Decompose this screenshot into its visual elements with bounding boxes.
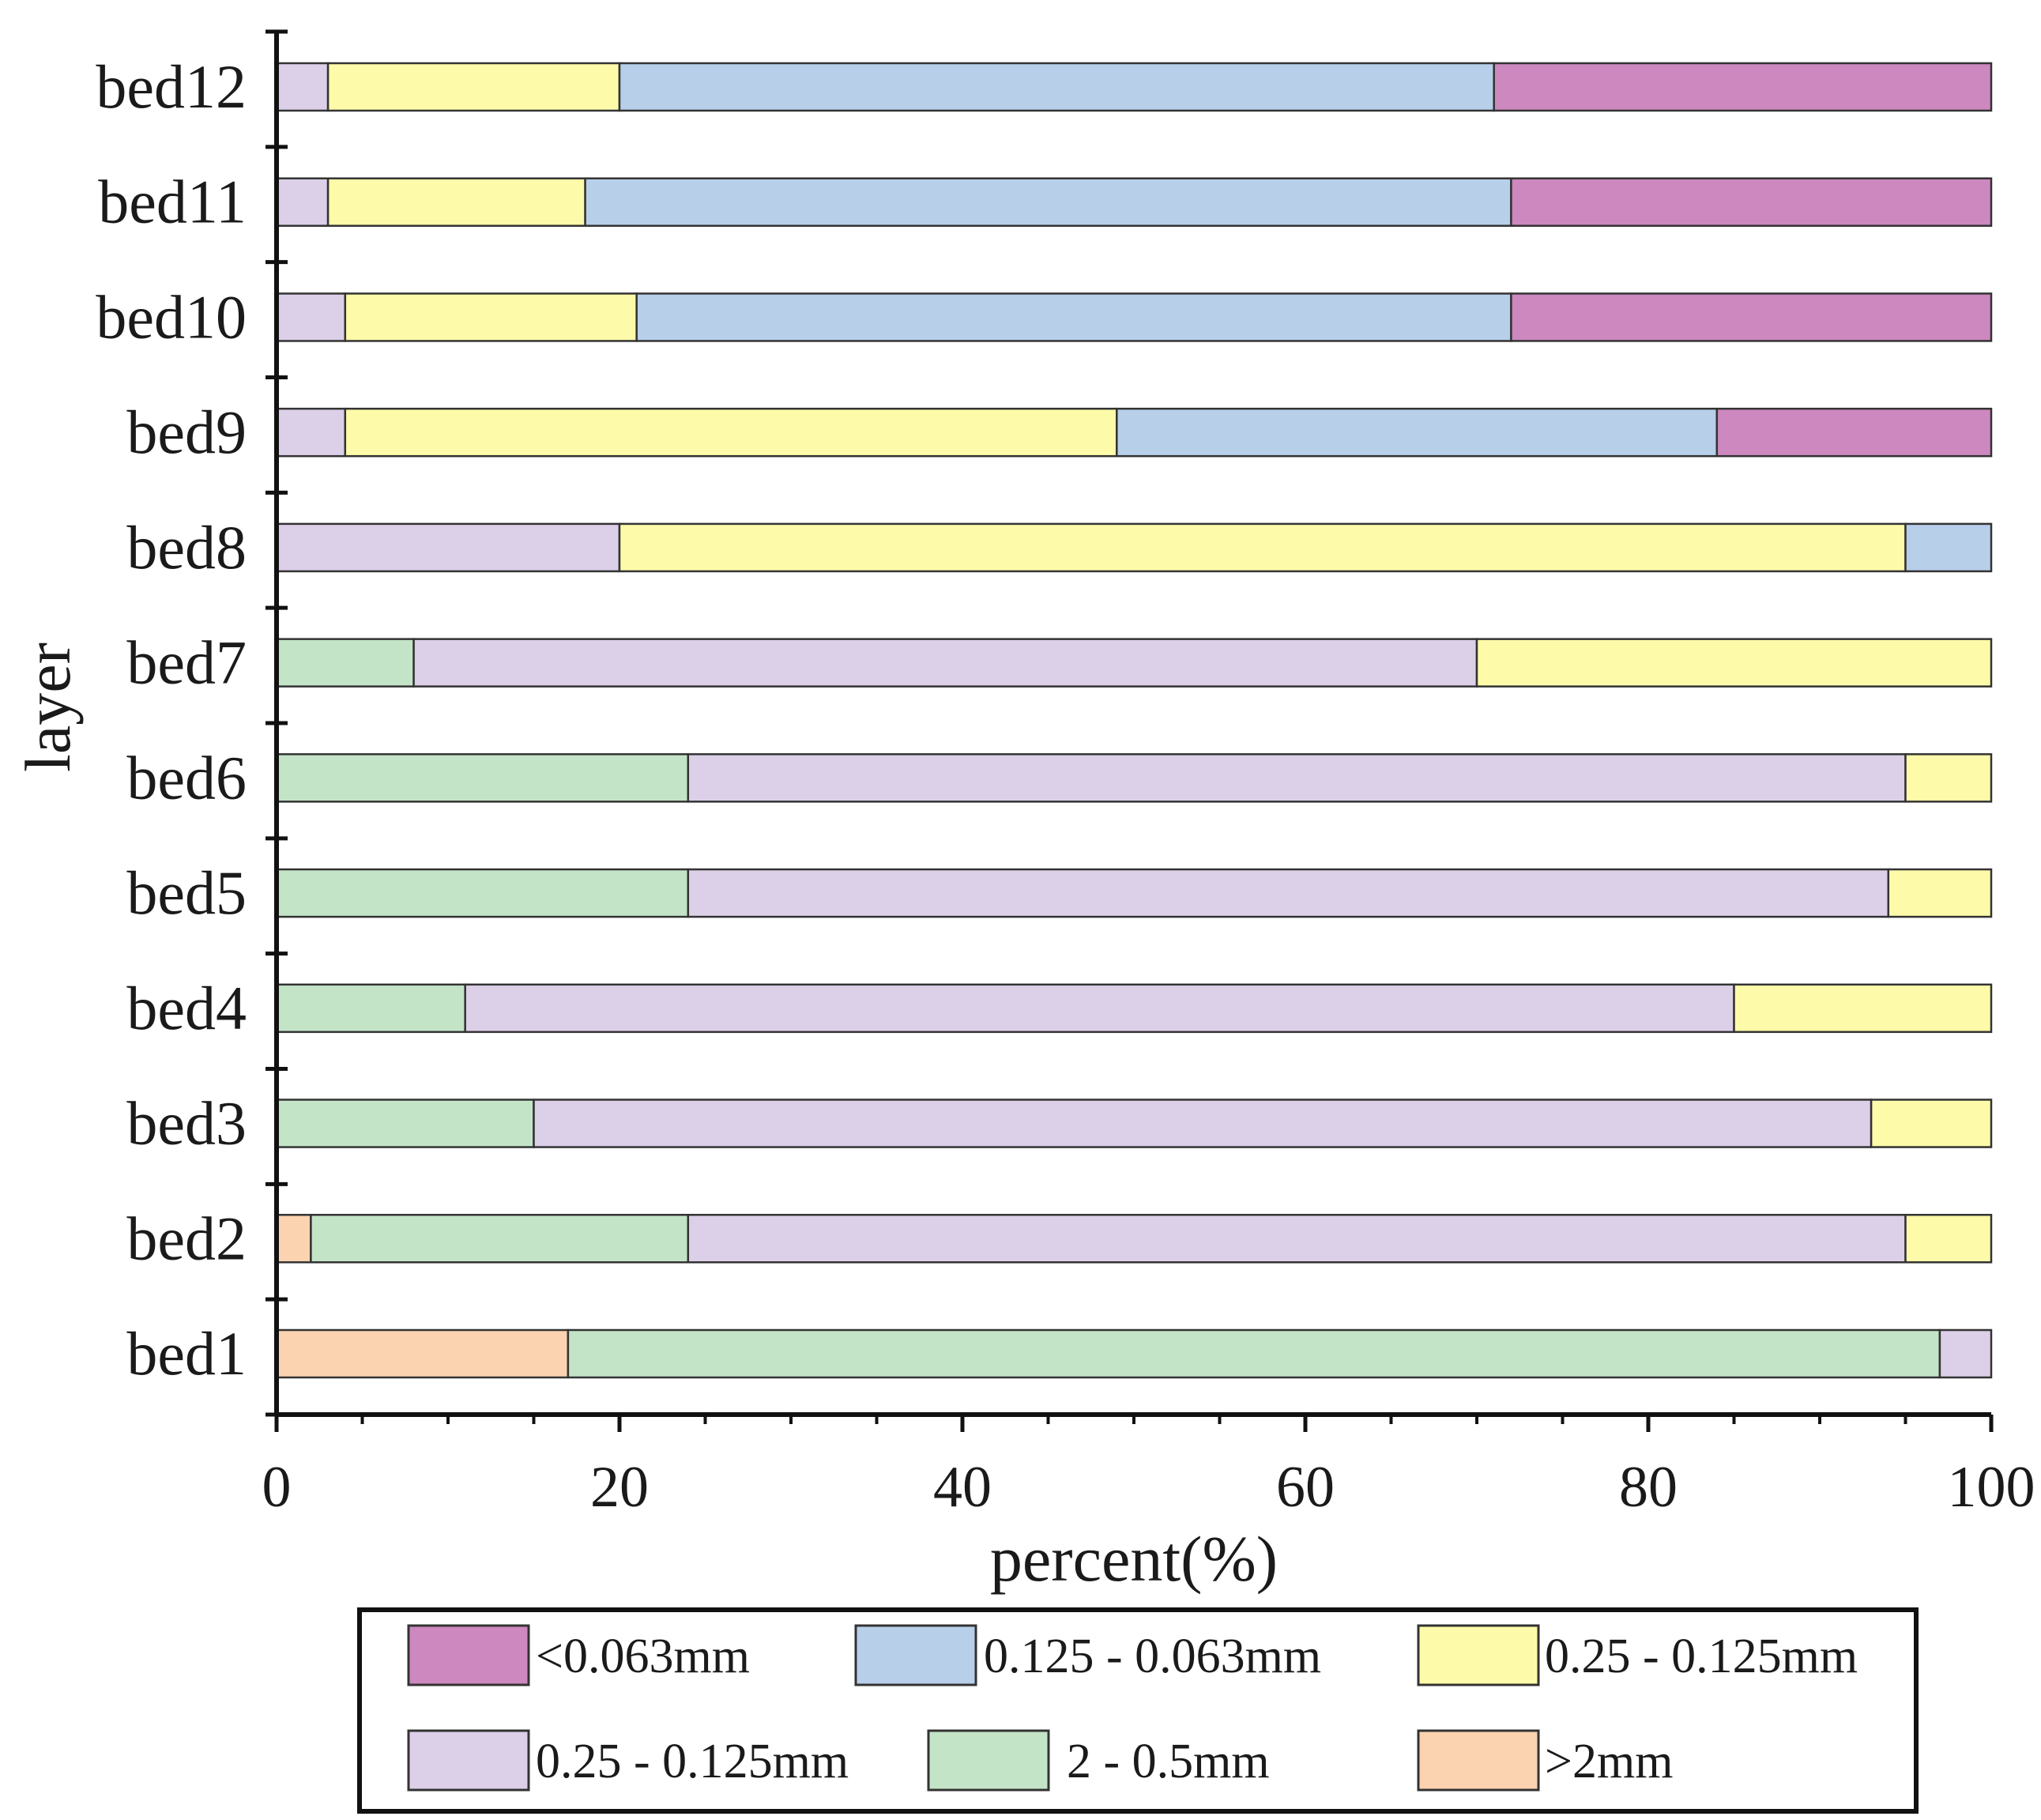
legend-label-5: >2mm bbox=[1545, 1735, 1673, 1788]
bar-bed12-series-5 bbox=[1493, 62, 1993, 112]
legend-swatch-4 bbox=[927, 1729, 1050, 1792]
bar-bed9-series-2 bbox=[275, 407, 347, 458]
bar-bed1-series-0 bbox=[275, 1328, 570, 1379]
legend-label-2: 0.25 - 0.125mm bbox=[1545, 1630, 1858, 1683]
bar-bed7-series-2 bbox=[412, 638, 1478, 688]
labels-layer: bed1 bed2 bed3 bed4 bed5 bed6 bed7 bed8 bed9 bed1… bbox=[12, 52, 2035, 1595]
legend-label-3: 0.25 - 0.125mm bbox=[536, 1735, 849, 1788]
y-tick-label-bed9: bed9 bbox=[126, 398, 247, 466]
legend: <0.063mm 0.125 - 0.063mm 0.25 - 0.125mm 0.2… bbox=[357, 1607, 1919, 1814]
y-axis-title: layer bbox=[12, 642, 84, 772]
legend-swatch-3 bbox=[407, 1729, 530, 1792]
legend-swatch-1 bbox=[854, 1624, 977, 1686]
legend-swatch-0 bbox=[407, 1624, 530, 1686]
legend-swatch-5 bbox=[1417, 1729, 1540, 1792]
y-tick-label-bed5: bed5 bbox=[126, 858, 247, 927]
bar-bed10-series-3 bbox=[344, 292, 638, 342]
y-tick-label-bed4: bed4 bbox=[126, 974, 247, 1042]
x-tick-label-40: 40 bbox=[933, 1455, 992, 1520]
y-tick-label-bed2: bed2 bbox=[126, 1204, 247, 1272]
axes-layer bbox=[265, 29, 1994, 1432]
y-tick-label-bed6: bed6 bbox=[126, 743, 247, 812]
bar-bed2-series-3 bbox=[1904, 1214, 1993, 1264]
y-tick-label-bed1: bed1 bbox=[126, 1319, 247, 1388]
x-tick-label-100: 100 bbox=[1948, 1455, 2035, 1520]
bar-bed8-series-3 bbox=[618, 522, 1907, 573]
bar-bed1-series-1 bbox=[567, 1328, 1941, 1379]
x-axis-title: percent(%) bbox=[990, 1523, 1278, 1595]
bar-bed5-series-3 bbox=[1887, 868, 1993, 918]
legend-label-4: 2 - 0.5mm bbox=[1067, 1735, 1270, 1788]
bar-bed2-series-0 bbox=[275, 1214, 312, 1264]
bar-bed11-series-3 bbox=[326, 177, 586, 227]
y-tick-label-bed12: bed12 bbox=[96, 52, 247, 121]
bar-bed9-series-4 bbox=[1116, 407, 1719, 458]
y-tick-label-bed11: bed11 bbox=[98, 168, 247, 236]
y-tick-label-bed8: bed8 bbox=[126, 513, 247, 582]
legend-label-0: <0.063mm bbox=[536, 1630, 750, 1683]
bar-bed10-series-2 bbox=[275, 292, 347, 342]
bar-bed5-series-1 bbox=[275, 868, 690, 918]
bar-bed6-series-2 bbox=[687, 753, 1907, 803]
bar-bed2-series-1 bbox=[310, 1214, 690, 1264]
bar-bed6-series-3 bbox=[1904, 753, 1993, 803]
bar-bed12-series-2 bbox=[275, 62, 329, 112]
x-tick-label-20: 20 bbox=[590, 1455, 649, 1520]
bar-bed11-series-5 bbox=[1510, 177, 1993, 227]
bar-bed11-series-4 bbox=[584, 177, 1512, 227]
bar-bed10-series-4 bbox=[635, 292, 1512, 342]
legend-frame bbox=[357, 1607, 1919, 1814]
bar-bed3-series-2 bbox=[533, 1098, 1873, 1148]
legend-swatch-2 bbox=[1417, 1624, 1540, 1686]
bar-bed4-series-2 bbox=[464, 983, 1735, 1034]
bar-bed12-series-4 bbox=[618, 62, 1495, 112]
bar-bed3-series-3 bbox=[1870, 1098, 1993, 1148]
bar-bed12-series-3 bbox=[326, 62, 621, 112]
bar-bed4-series-1 bbox=[275, 983, 466, 1034]
bar-bed3-series-1 bbox=[275, 1098, 535, 1148]
bar-bed8-series-2 bbox=[275, 522, 621, 573]
bar-bed11-series-2 bbox=[275, 177, 329, 227]
bar-bed10-series-5 bbox=[1510, 292, 1993, 342]
y-tick-label-bed3: bed3 bbox=[126, 1089, 247, 1158]
x-tick-label-60: 60 bbox=[1276, 1455, 1335, 1520]
y-tick-label-bed7: bed7 bbox=[126, 628, 247, 697]
bar-bed6-series-1 bbox=[275, 753, 690, 803]
bar-bed9-series-5 bbox=[1715, 407, 1993, 458]
x-tick-label-80: 80 bbox=[1619, 1455, 1678, 1520]
bar-bed7-series-3 bbox=[1475, 638, 1993, 688]
bars-layer bbox=[275, 62, 1993, 1379]
bar-bed4-series-3 bbox=[1733, 983, 1993, 1034]
y-tick-label-bed10: bed10 bbox=[96, 282, 247, 351]
bar-bed2-series-2 bbox=[687, 1214, 1907, 1264]
bar-bed9-series-3 bbox=[344, 407, 1118, 458]
x-tick-label-0: 0 bbox=[262, 1455, 292, 1520]
bar-bed8-series-4 bbox=[1904, 522, 1993, 573]
bar-bed5-series-2 bbox=[687, 868, 1890, 918]
bar-bed7-series-1 bbox=[275, 638, 415, 688]
legend-label-1: 0.125 - 0.063mm bbox=[984, 1630, 1321, 1683]
bar-bed1-series-2 bbox=[1938, 1328, 1993, 1379]
